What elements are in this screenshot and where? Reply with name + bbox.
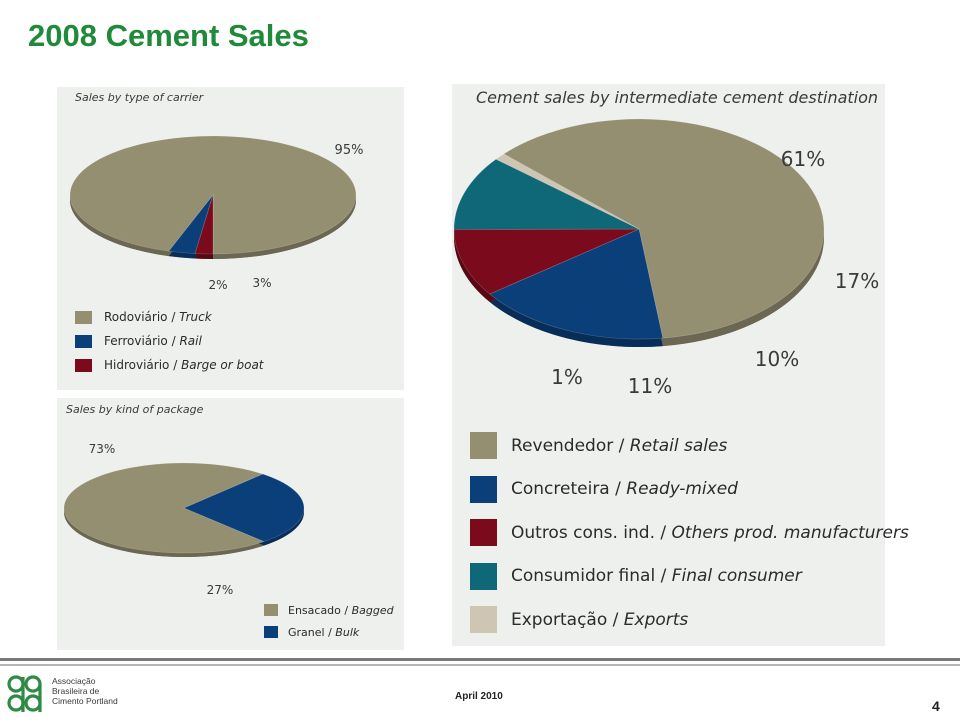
data-label-bagged: 73%: [89, 442, 116, 456]
legend-swatch-ready-mixed: [470, 475, 497, 503]
package-legend: Ensacado / Bagged Granel / Bulk: [264, 599, 394, 643]
destination-legend: Revendedor / Retail sales Concreteira / …: [470, 424, 909, 642]
destination-chart-title: Cement sales by intermediate cement dest…: [476, 88, 879, 107]
destination-pie-chart: 61% 17% 10% 11% 1%: [453, 118, 879, 398]
legend-swatch-others-prod: [470, 519, 497, 547]
legend-label-pt: Ensacado: [288, 603, 341, 617]
legend-label-pt: Exportação: [511, 609, 608, 630]
legend-item-barge: Hidroviário / Barge or boat: [75, 353, 264, 377]
legend-label-pt: Concreteira: [511, 479, 610, 500]
legend-separator: /: [607, 609, 624, 630]
data-label-exports: 1%: [551, 365, 583, 389]
legend-swatch-final-consumer: [470, 562, 497, 590]
logo-text-line: Brasileira de: [52, 686, 100, 696]
legend-swatch-retail-sales: [470, 432, 497, 460]
logo-text-line: Cimento Portland: [52, 696, 118, 706]
legend-label-pt: Outros cons. ind.: [511, 522, 655, 543]
abcp-logo-mark: [7, 675, 42, 712]
legend-swatch-truck: [75, 310, 92, 324]
slide-title: 2008 Cement Sales: [28, 18, 309, 53]
legend-label-pt: Granel: [288, 625, 325, 639]
ready-mixed-slice: [489, 228, 664, 340]
legend-label-en: Rail: [179, 334, 202, 348]
footer-rule-bottom: [0, 664, 960, 666]
package-chart-panel: Sales by kind of package 73% 27% Ensacado…: [57, 398, 404, 650]
legend-label-en: Retail sales: [629, 435, 728, 456]
legend-separator: /: [613, 435, 630, 456]
package-chart-title: Sales by kind of package: [66, 403, 204, 416]
data-label-ready-mixed: 17%: [835, 269, 879, 293]
legend-label-en: Barge or boat: [181, 358, 264, 372]
abcp-logo-text: Associação Brasileira de Cimento Portlan…: [52, 676, 118, 706]
legend-item-retail-sales: Revendedor / Retail sales: [470, 424, 909, 468]
legend-label-pt: Ferroviário: [104, 334, 168, 348]
retail-sales-slice: [503, 118, 825, 339]
bagged-slice: [63, 462, 265, 554]
legend-label-en: Final consumer: [671, 566, 802, 587]
legend-label-pt: Hidroviário: [104, 358, 170, 372]
legend-label-en: Ready-mixed: [626, 479, 738, 500]
logo-text-line: Associação: [52, 676, 96, 686]
legend-label-pt: Consumidor final: [511, 566, 656, 587]
legend-separator: /: [167, 310, 180, 324]
legend-label-pt: Revendedor: [511, 435, 614, 456]
legend-item-bulk: Granel / Bulk: [264, 621, 394, 643]
footer-date: April 2010: [455, 691, 503, 702]
abcp-logo: Associação Brasileira de Cimento Portlan…: [6, 672, 166, 718]
legend-separator: /: [324, 625, 336, 639]
data-label-truck: 95%: [335, 143, 364, 158]
legend-label-en: Truck: [179, 310, 212, 324]
legend-label-en: Bagged: [351, 603, 394, 617]
data-label-rail: 3%: [252, 276, 271, 290]
legend-label-en: Exports: [623, 609, 689, 630]
legend-item-rail: Ferroviário / Rail: [75, 329, 264, 353]
legend-separator: /: [654, 522, 672, 543]
barge-or-boat-slice: [194, 194, 214, 255]
package-pie-chart: 73% 27%: [63, 442, 305, 597]
legend-swatch-barge: [75, 358, 92, 372]
legend-separator: /: [169, 358, 182, 372]
legend-swatch-exports: [470, 606, 497, 634]
legend-swatch-bagged: [264, 604, 278, 616]
page-number: 4: [932, 698, 940, 714]
data-label-bulk: 27%: [207, 583, 234, 597]
destination-chart-panel: Cement sales by intermediate cement dest…: [452, 84, 909, 646]
legend-item-final-consumer: Consumidor final / Final consumer: [470, 555, 909, 599]
rail-slice: [168, 194, 214, 254]
legend-swatch-bulk: [264, 626, 278, 638]
legend-separator: /: [655, 566, 672, 587]
legend-separator: /: [609, 479, 627, 500]
legend-item-bagged: Ensacado / Bagged: [264, 599, 394, 621]
legend-label-en: Bulk: [335, 625, 360, 639]
truck-slice: [69, 135, 357, 255]
final-consumer-slice: [453, 158, 640, 230]
data-label-final-consumer: 11%: [628, 374, 672, 398]
carrier-legend: Rodoviário / Truck Ferroviário / Rail Hi…: [75, 305, 264, 377]
legend-item-others-prod: Outros cons. ind. / Others prod. manufac…: [470, 511, 909, 555]
carrier-chart-panel: Sales by type of carrier 95% 3% 2% Rodoviá…: [57, 87, 404, 390]
legend-separator: /: [340, 603, 352, 617]
legend-label-pt: Rodoviário: [104, 310, 168, 324]
carrier-pie-chart: 95% 3% 2%: [69, 135, 364, 292]
exports-slice: [495, 153, 640, 230]
legend-item-truck: Rodoviário / Truck: [75, 305, 264, 329]
data-label-retail-sales: 61%: [781, 147, 825, 171]
legend-separator: /: [167, 334, 180, 348]
others-prod-manufacturers-slice: [453, 228, 640, 295]
legend-swatch-rail: [75, 334, 92, 348]
legend-item-ready-mixed: Concreteira / Ready-mixed: [470, 468, 909, 512]
bulk-slice: [183, 473, 305, 542]
carrier-chart-title: Sales by type of carrier: [75, 91, 204, 104]
footer-rule-top: [0, 658, 960, 661]
legend-item-exports: Exportação / Exports: [470, 598, 909, 642]
legend-label-en: Others prod. manufacturers: [671, 522, 909, 543]
data-label-others-prod: 10%: [755, 347, 799, 371]
data-label-barge: 2%: [208, 278, 227, 292]
